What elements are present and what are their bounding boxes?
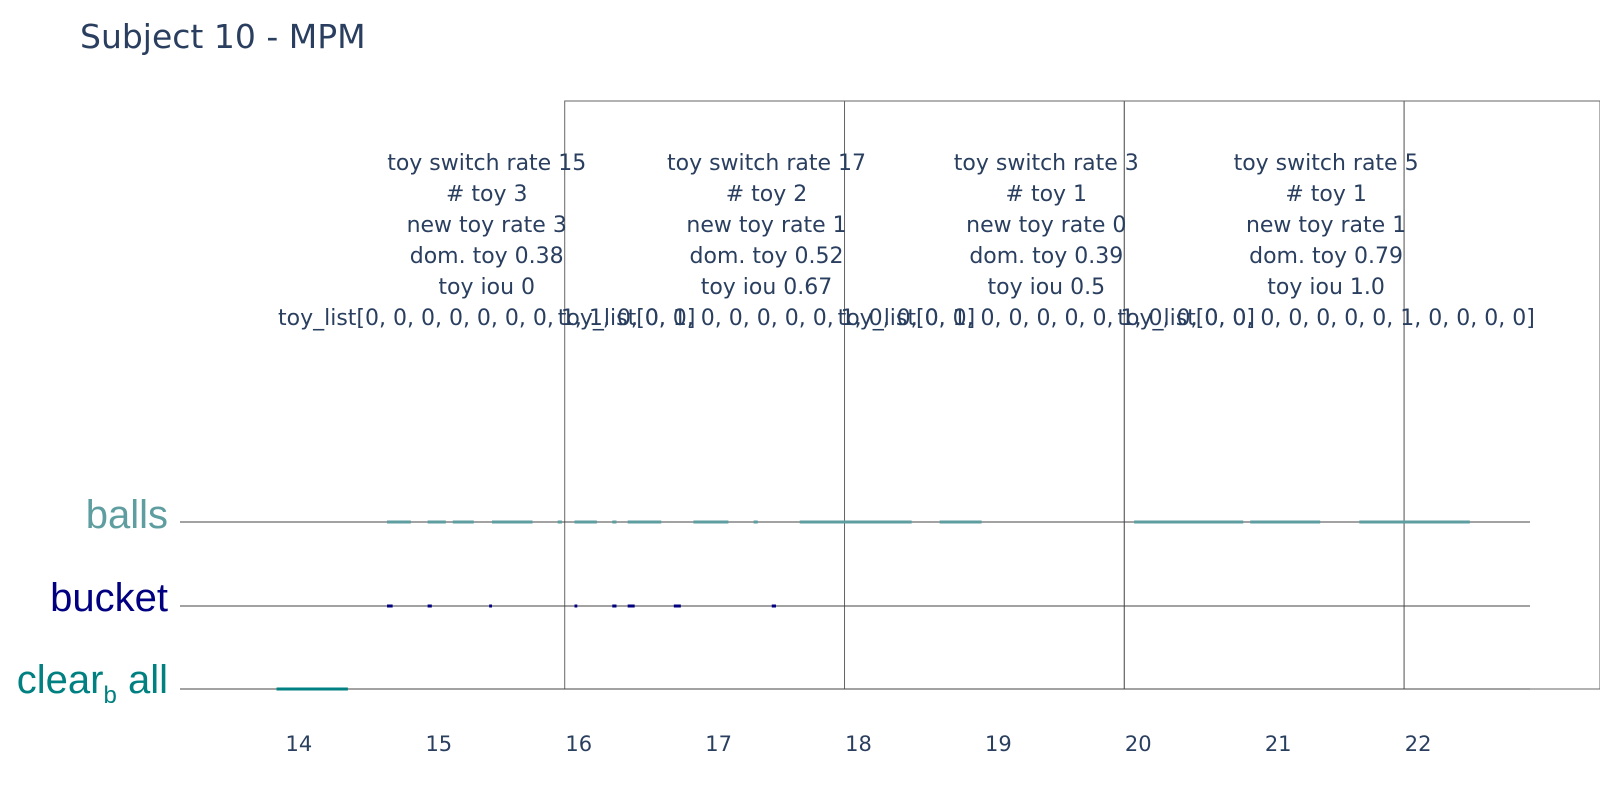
window-annotation-line: dom. toy 0.39 <box>969 244 1123 269</box>
segment-balls <box>387 520 411 524</box>
window-annotation-line: toy_list[0, 0, 0, 0, 0, 0, 0, 1, 0, 0, 0… <box>1117 306 1534 331</box>
segment-balls <box>1134 520 1244 524</box>
segment-clear <box>276 687 348 691</box>
segment-balls <box>427 520 446 524</box>
window-annotation-line: toy switch rate 3 <box>954 151 1139 176</box>
row-label-balls: balls <box>86 493 168 537</box>
window-annotation-line: toy_list[0, 0, 0, 0, 0, 0, 0, 1, 0, 0, 0… <box>838 306 1255 331</box>
segment-balls <box>557 520 562 524</box>
segment-balls <box>799 520 912 524</box>
annotation-layer: toy switch rate 15 # toy 3 new toy rate 3 d… <box>278 151 1535 331</box>
window-annotation-line: toy iou 0 <box>438 275 535 300</box>
window-annotation-line: # toy 1 <box>1006 182 1088 207</box>
window-annotation-line: toy switch rate 15 <box>387 151 586 176</box>
segment-bucket <box>489 604 492 608</box>
x-tick-label: 17 <box>705 732 732 756</box>
window-annotation-line: toy iou 0.67 <box>701 275 833 300</box>
segment-balls <box>612 520 617 524</box>
window-annotation-line: new toy rate 0 <box>966 213 1126 238</box>
x-tick-label: 22 <box>1405 732 1432 756</box>
window-annotation-line: dom. toy 0.38 <box>410 244 564 269</box>
segment-bucket <box>612 604 617 608</box>
segment-balls <box>627 520 662 524</box>
segment-bucket <box>673 604 681 608</box>
row-layer: balls bucket clearb all <box>17 493 1530 709</box>
x-axis-ticks: 14 15 16 17 18 19 20 21 22 <box>286 732 1432 756</box>
segment-bucket <box>427 604 432 608</box>
window-annotation-line: new toy rate 1 <box>686 213 846 238</box>
window-annotation-line: new toy rate 3 <box>407 213 567 238</box>
segment-balls <box>1250 520 1321 524</box>
segment-balls <box>693 520 729 524</box>
window-annotation-line: toy_list[0, 0, 0, 0, 0, 0, 0, 1, 1, 0, 0… <box>278 306 695 331</box>
segment-layer <box>276 520 1470 691</box>
window-annotation-line: toy_list[0, 0, 0, 0, 0, 0, 0, 1, 0, 0, 0… <box>558 306 975 331</box>
segment-balls <box>939 520 982 524</box>
window-annotation-line: toy iou 0.5 <box>987 275 1105 300</box>
x-tick-label: 20 <box>1125 732 1152 756</box>
segment-bucket <box>574 604 578 608</box>
row-label-clear: clearb all <box>17 658 168 709</box>
window-annotation-line: toy iou 1.0 <box>1267 275 1385 300</box>
x-tick-label: 16 <box>565 732 592 756</box>
x-tick-label: 15 <box>425 732 452 756</box>
window-annotation-line: dom. toy 0.52 <box>690 244 844 269</box>
window-annotation-line: dom. toy 0.79 <box>1249 244 1403 269</box>
segment-balls <box>1359 520 1470 524</box>
window-annotation-line: # toy 3 <box>446 182 528 207</box>
window-annotation-line: toy switch rate 5 <box>1234 151 1419 176</box>
window-annotation-line: # toy 2 <box>726 182 808 207</box>
x-tick-label: 21 <box>1265 732 1292 756</box>
window-annotation-line: # toy 1 <box>1285 182 1367 207</box>
row-label-bucket: bucket <box>50 576 168 620</box>
window-box <box>1403 100 1600 690</box>
segment-balls <box>574 520 597 524</box>
x-tick-label: 19 <box>985 732 1012 756</box>
chart-title: Subject 10 - MPM <box>80 17 366 56</box>
segment-balls <box>491 520 533 524</box>
segment-balls <box>452 520 474 524</box>
window-annotation-line: new toy rate 1 <box>1246 213 1406 238</box>
segment-balls <box>753 520 758 524</box>
x-tick-label: 18 <box>845 732 872 756</box>
segment-bucket <box>627 604 635 608</box>
window-annotation-line: toy switch rate 17 <box>667 151 866 176</box>
segment-bucket <box>387 604 393 608</box>
x-tick-label: 14 <box>286 732 313 756</box>
segment-bucket <box>771 604 776 608</box>
